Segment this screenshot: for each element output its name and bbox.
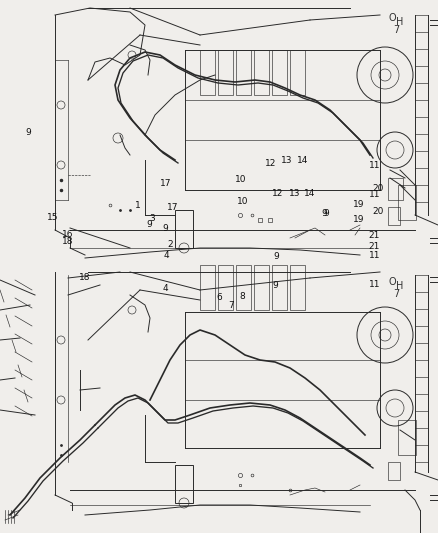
Bar [218, 265, 233, 310]
Text: 9: 9 [323, 209, 329, 218]
Text: 11: 11 [369, 251, 380, 260]
Bar [398, 420, 416, 455]
Bar [254, 265, 269, 310]
Text: 9: 9 [146, 220, 152, 229]
Text: 20: 20 [372, 207, 383, 216]
Bar [272, 50, 287, 95]
Bar [290, 265, 305, 310]
Text: 21: 21 [369, 231, 380, 240]
Bar [200, 265, 215, 310]
Text: 1: 1 [135, 201, 141, 210]
Text: 14: 14 [297, 156, 308, 165]
Bar [218, 50, 233, 95]
Bar [290, 50, 305, 95]
Bar [398, 185, 416, 220]
Text: O: O [388, 277, 396, 287]
Text: 11: 11 [369, 161, 380, 171]
Text: 19: 19 [353, 200, 365, 209]
Text: 18: 18 [62, 237, 74, 246]
Text: H: H [396, 17, 404, 27]
Text: 4: 4 [164, 251, 169, 260]
Text: 14: 14 [304, 189, 315, 198]
Bar [272, 265, 287, 310]
Bar [388, 207, 400, 225]
Text: 17: 17 [167, 203, 179, 212]
Text: 7: 7 [393, 289, 399, 299]
Text: 7: 7 [228, 301, 234, 310]
Text: 9: 9 [162, 224, 169, 233]
Text: 10: 10 [237, 197, 249, 206]
Bar [175, 465, 193, 503]
Text: 6: 6 [216, 293, 222, 302]
Text: 8: 8 [239, 292, 245, 301]
Text: 9: 9 [273, 252, 279, 261]
Text: 12: 12 [272, 189, 284, 198]
Bar [236, 265, 251, 310]
Text: 15: 15 [47, 213, 58, 222]
Text: 9: 9 [272, 281, 278, 290]
Text: 9: 9 [321, 209, 327, 219]
Text: 9: 9 [25, 128, 32, 138]
Text: 2: 2 [167, 240, 173, 249]
Bar [388, 178, 403, 200]
Text: 11: 11 [369, 279, 380, 288]
Text: 7: 7 [393, 25, 399, 35]
Bar [236, 50, 251, 95]
Bar [175, 210, 193, 248]
Text: 17: 17 [160, 179, 171, 188]
Text: 18: 18 [79, 273, 90, 282]
Bar [388, 462, 400, 480]
Text: 21: 21 [369, 243, 380, 251]
Text: 20: 20 [372, 184, 383, 193]
Text: 13: 13 [289, 189, 300, 198]
Text: 11: 11 [369, 190, 380, 199]
Bar [200, 50, 215, 95]
Text: O: O [388, 13, 396, 23]
Text: 3: 3 [149, 214, 155, 223]
Text: 13: 13 [281, 156, 293, 165]
Text: 12: 12 [265, 159, 276, 168]
Text: 19: 19 [353, 215, 365, 224]
Text: 10: 10 [235, 175, 247, 184]
Bar [254, 50, 269, 95]
Text: 16: 16 [62, 230, 74, 238]
Text: 4: 4 [163, 284, 168, 293]
Text: H: H [396, 281, 404, 291]
